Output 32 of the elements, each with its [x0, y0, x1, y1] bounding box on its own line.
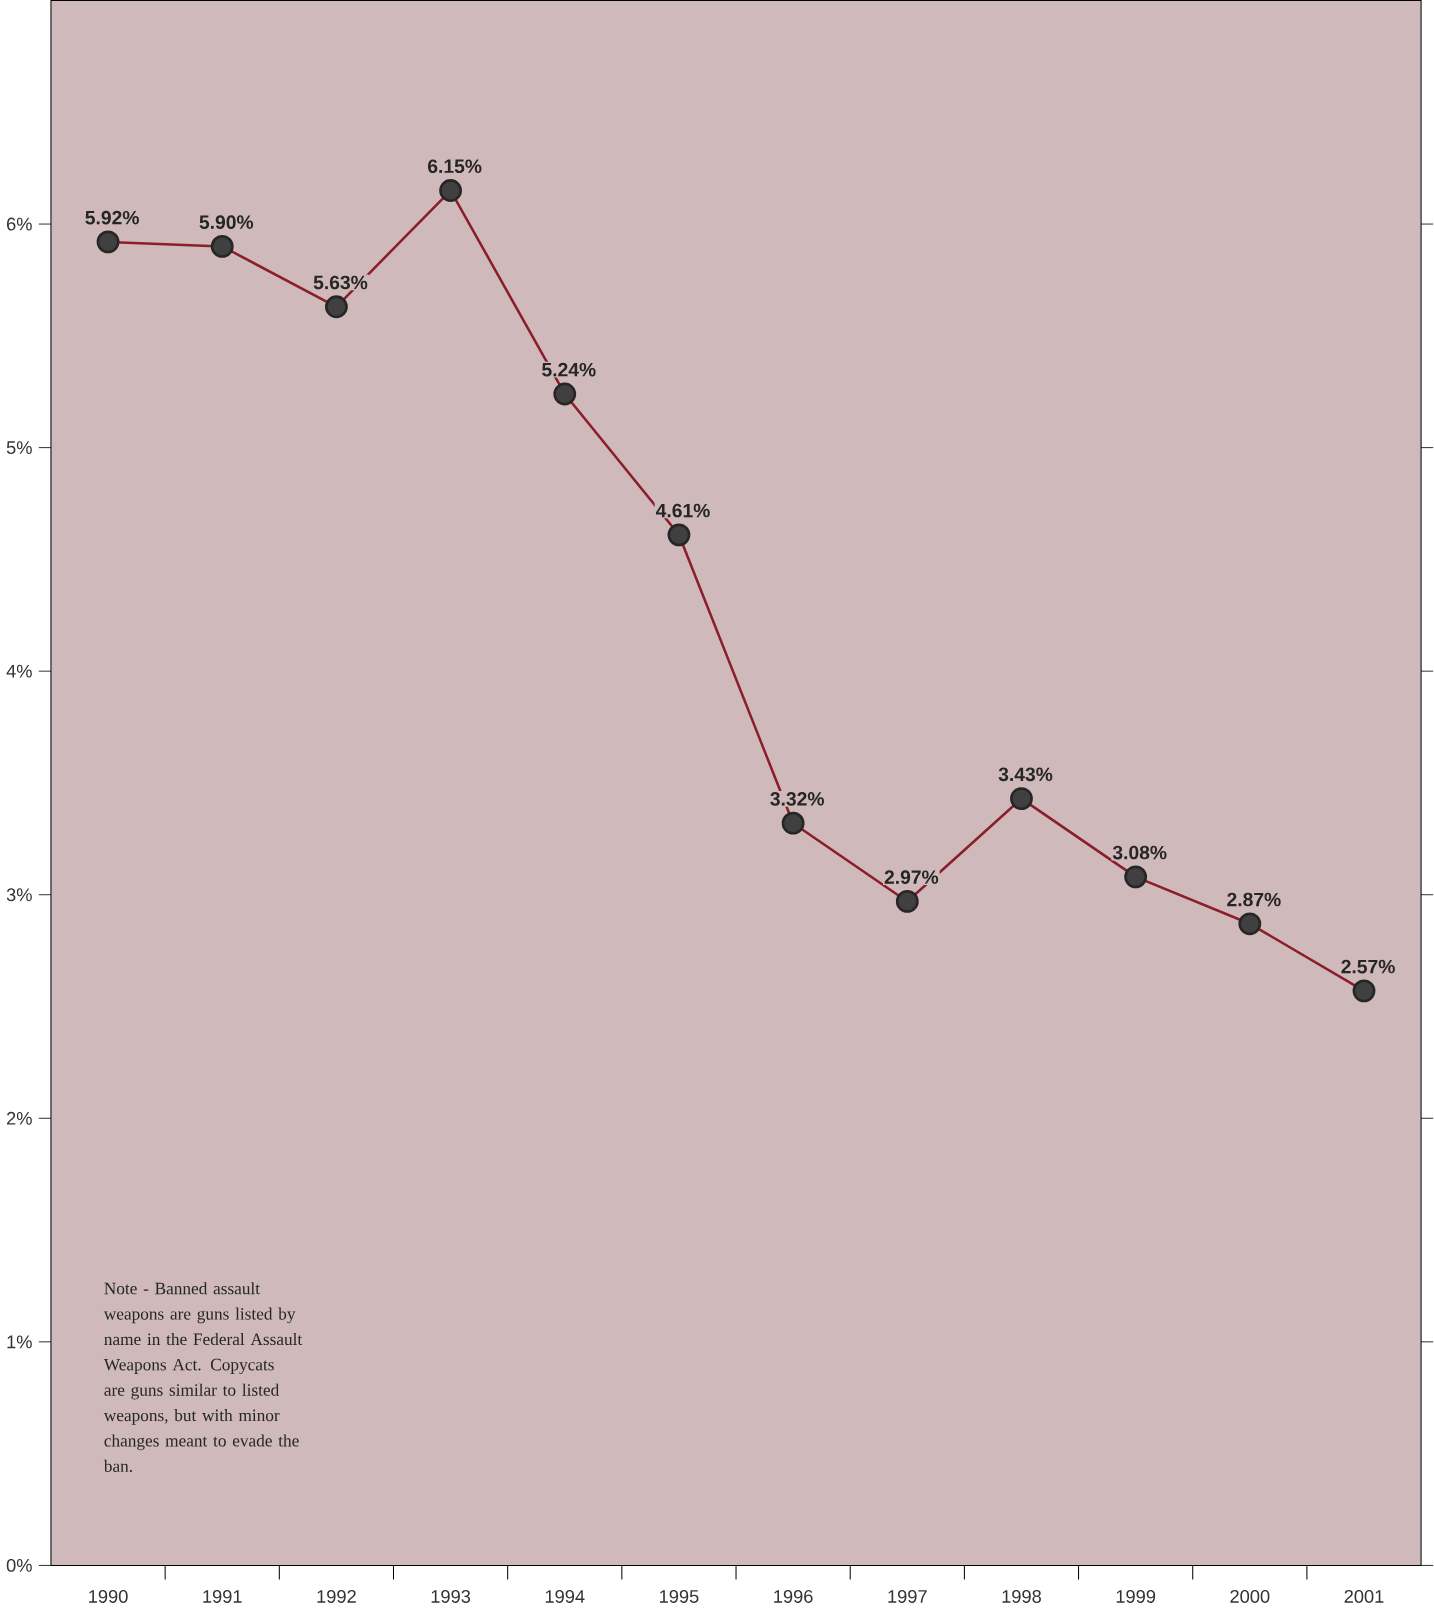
x-tick-label: 2001	[1344, 1589, 1384, 1603]
data-label: 5.90%	[199, 215, 254, 229]
data-label: 2.57%	[1341, 959, 1396, 974]
data-label: 2.87%	[1227, 892, 1281, 907]
annotation: Note - Banned assault weapons are guns listed by name in the Federal Assault Weapons Act. Copycats are guns similar to listed weapons, but with minor changes meant to evade the ban.	[104, 1282, 303, 1473]
x-tick-label: 1994	[546, 1589, 585, 1603]
data-label: 5.24%	[542, 362, 596, 377]
data-label: 3.08%	[1112, 845, 1167, 860]
x-tick-label: 1998	[1002, 1589, 1042, 1603]
x-tick-label: 1990	[89, 1589, 128, 1603]
x-tick-label: 1992	[317, 1589, 356, 1603]
y-tick-label: 3%	[6, 888, 33, 902]
y-tick-label: 1%	[7, 1335, 33, 1349]
x-tick-label: 1996	[774, 1589, 813, 1603]
x-tick-label: 1995	[660, 1589, 699, 1603]
y-tick-label: 2%	[7, 1111, 33, 1125]
y-tick-label: 4%	[6, 664, 33, 678]
data-label: 2.97%	[884, 870, 939, 884]
y-tick-label: 0%	[6, 1558, 33, 1572]
data-label: 5.92%	[85, 210, 140, 225]
x-tick-label: 1991	[203, 1589, 242, 1603]
data-label: 6.15%	[428, 159, 482, 174]
x-tick-label: 1993	[431, 1589, 471, 1603]
y-tick-label: 6%	[7, 217, 33, 231]
x-tick-label: 2000	[1230, 1589, 1270, 1603]
data-label: 3.43%	[998, 767, 1053, 782]
data-label: 3.32%	[770, 792, 825, 806]
x-tick-label: 1999	[1116, 1589, 1156, 1603]
data-label: 5.63%	[313, 275, 368, 290]
y-tick-label: 5%	[6, 441, 33, 455]
data-label: 4.61%	[656, 503, 710, 518]
x-tick-label: 1997	[888, 1589, 927, 1603]
